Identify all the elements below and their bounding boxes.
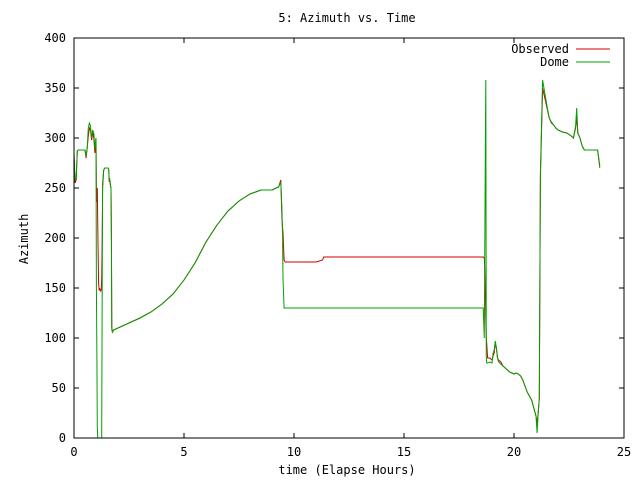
plot-frame (73, 37, 625, 439)
y-tick-label: 300 (44, 131, 66, 145)
x-tick-label: 15 (397, 445, 411, 459)
legend-label-observed: Observed (511, 42, 569, 56)
series-lines (73, 79, 601, 439)
y-tick-label: 400 (44, 31, 66, 45)
y-axis-label: Azimuth (17, 214, 31, 265)
chart-title: 5: Azimuth vs. Time (278, 11, 415, 25)
x-tick-label: 25 (617, 445, 631, 459)
x-tick-label: 5 (180, 445, 187, 459)
legend-label-dome: Dome (540, 55, 569, 69)
y-tick-label: 50 (52, 381, 66, 395)
y-tick-label: 150 (44, 281, 66, 295)
x-tick-label: 20 (507, 445, 521, 459)
y-tick-label: 100 (44, 331, 66, 345)
series-line-dome (73, 79, 601, 439)
x-axis-label: time (Elapse Hours) (278, 463, 415, 477)
y-tick-label: 250 (44, 181, 66, 195)
x-tick-label: 10 (287, 445, 301, 459)
y-tick-label: 200 (44, 231, 66, 245)
series-line-observed (73, 87, 601, 424)
x-tick-label: 0 (70, 445, 77, 459)
y-tick-label: 350 (44, 81, 66, 95)
y-tick-label: 0 (59, 431, 66, 445)
